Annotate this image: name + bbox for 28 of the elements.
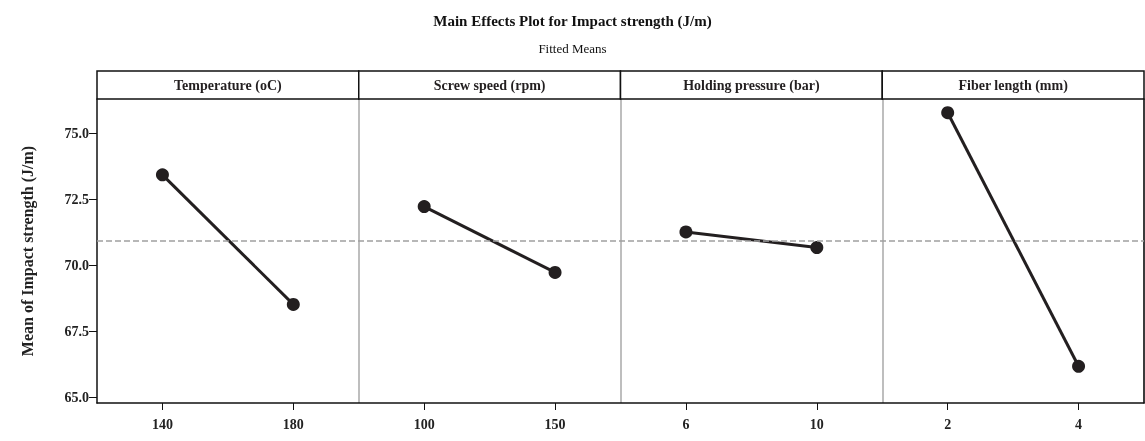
point (417, 200, 431, 214)
point (941, 106, 955, 120)
point (548, 265, 562, 279)
point (810, 241, 824, 255)
x-tick-label: 100 (413, 416, 435, 432)
point (679, 225, 693, 239)
point (1072, 359, 1086, 373)
y-tick-label: 70.0 (64, 258, 89, 274)
text: Temperature (oC) (174, 77, 283, 94)
text: Holding pressure (bar) (683, 77, 820, 94)
x-tick-label: 6 (682, 416, 690, 432)
y-tick-label: 65.0 (64, 390, 89, 406)
x-tick-label: 10 (809, 416, 824, 432)
y-tick-label: 75.0 (64, 125, 89, 141)
chart-subtitle: Fitted Means (538, 41, 607, 56)
x-tick-label: 180 (282, 416, 304, 432)
text: Fiber length (mm) (958, 77, 1069, 94)
y-tick-label: 72.5 (64, 191, 89, 207)
point (286, 297, 300, 311)
point (155, 168, 169, 182)
x-tick-label: 140 (151, 416, 173, 432)
y-axis-title: Mean of Impact strength (J/m) (18, 145, 37, 357)
x-tick-label: 2 (944, 416, 952, 432)
text: Screw speed (rpm) (433, 77, 546, 94)
chart-title: Main Effects Plot for Impact strength (J/m) (433, 12, 712, 30)
x-tick-label: 150 (544, 416, 566, 432)
x-tick-label: 4 (1075, 416, 1083, 432)
y-tick-label: 67.5 (64, 324, 89, 340)
